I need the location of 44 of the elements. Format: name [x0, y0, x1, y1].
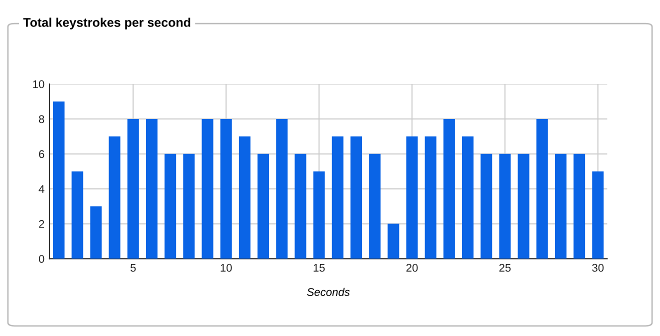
- bar: [72, 171, 84, 259]
- bar: [276, 118, 288, 259]
- bar: [183, 154, 195, 259]
- x-tick-label: 30: [592, 264, 604, 272]
- bar: [313, 171, 325, 259]
- y-tick-label: 2: [39, 220, 44, 228]
- bar: [53, 101, 65, 259]
- bar: [294, 154, 306, 259]
- bar: [406, 136, 418, 259]
- bar: [536, 118, 548, 259]
- bar: [480, 154, 492, 259]
- y-tick-label: 8: [38, 115, 44, 124]
- bar: [369, 154, 381, 259]
- y-tick-label: 4: [38, 185, 44, 193]
- bar: [202, 118, 214, 259]
- bar: [90, 206, 102, 259]
- x-tick-label: 25: [499, 264, 511, 272]
- bar: [574, 154, 586, 259]
- x-axis-title: Seconds: [307, 288, 350, 296]
- y-tick-label: 0: [38, 254, 44, 263]
- y-tick-label: 6: [39, 150, 44, 158]
- bar: [499, 154, 511, 259]
- bar: [443, 118, 455, 259]
- bar: [146, 118, 158, 259]
- chart-title: Total keystrokes per second: [23, 18, 190, 30]
- x-tick-label: 5: [130, 264, 136, 272]
- x-tick-label: 20: [406, 264, 418, 272]
- bar: [388, 224, 400, 259]
- x-tick-label: 15: [314, 264, 325, 272]
- bar: [554, 154, 566, 259]
- bar: [350, 136, 362, 259]
- bar: [127, 118, 139, 259]
- bar: [258, 154, 270, 259]
- bar: [462, 136, 474, 259]
- bar: [518, 154, 530, 259]
- bar: [424, 136, 436, 259]
- bar: [164, 154, 176, 259]
- y-tick-label: 10: [33, 80, 44, 88]
- bar: [332, 136, 344, 259]
- bar: [108, 136, 120, 259]
- bar: [220, 118, 232, 259]
- bar: [238, 136, 250, 259]
- bar: [592, 171, 604, 259]
- x-tick-label: 10: [220, 264, 232, 272]
